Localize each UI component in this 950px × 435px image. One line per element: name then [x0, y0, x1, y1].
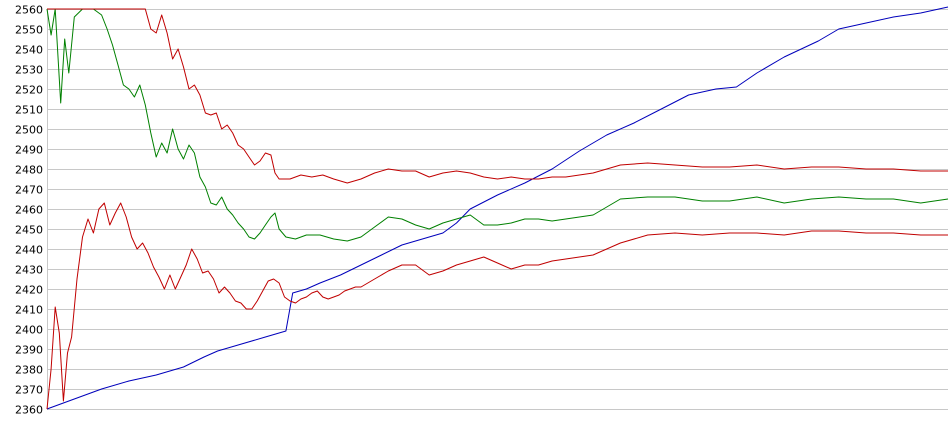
- y-tick-label: 2510: [15, 104, 43, 117]
- y-tick-label: 2430: [15, 264, 43, 277]
- series-lines: [46, 6, 949, 410]
- y-tick-label: 2360: [15, 404, 43, 417]
- series-line-2: [47, 8, 948, 184]
- y-tick-label: 2550: [15, 24, 43, 37]
- y-tick-label: 2500: [15, 124, 43, 137]
- series-line-1: [46, 8, 949, 242]
- series-line-0: [46, 6, 949, 410]
- y-tick-label: 2410: [15, 304, 43, 317]
- y-tick-label: 2490: [15, 144, 43, 157]
- y-tick-label: 2470: [15, 184, 43, 197]
- y-tick-label: 2520: [15, 84, 43, 97]
- y-tick-label: 2420: [15, 284, 43, 297]
- y-tick-label: 2460: [15, 204, 43, 217]
- y-tick-label: 2440: [15, 244, 43, 257]
- y-tick-label: 2540: [15, 44, 43, 57]
- y-tick-label: 2370: [15, 384, 43, 397]
- y-tick-label: 2480: [15, 164, 43, 177]
- y-tick-label: 2530: [15, 64, 43, 77]
- series-line-3: [46, 202, 948, 410]
- y-tick-label: 2400: [15, 324, 43, 337]
- y-tick-label: 2390: [15, 344, 43, 357]
- grid: [47, 9, 948, 410]
- y-tick-label: 2380: [15, 364, 43, 377]
- y-tick-label: 2560: [15, 4, 43, 17]
- y-tick-label: 2450: [15, 224, 43, 237]
- y-tick-labels: 2360 2370 2380 2390 2400 2410 2420 2430 2440 2450…: [15, 4, 43, 417]
